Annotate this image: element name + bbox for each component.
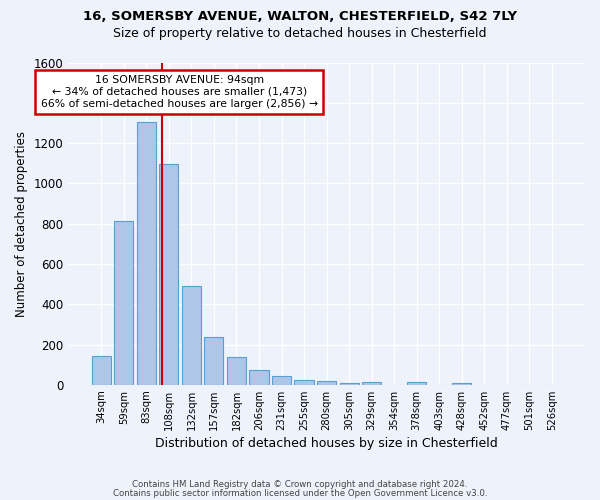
Bar <box>92 356 111 385</box>
Bar <box>227 356 246 385</box>
X-axis label: Distribution of detached houses by size in Chesterfield: Distribution of detached houses by size … <box>155 437 498 450</box>
Bar <box>250 370 269 385</box>
Bar <box>205 338 223 385</box>
Bar <box>272 376 291 385</box>
Bar <box>407 382 426 385</box>
Bar <box>340 383 359 385</box>
Bar <box>114 220 133 385</box>
Bar <box>137 122 156 385</box>
Text: 16, SOMERSBY AVENUE, WALTON, CHESTERFIELD, S42 7LY: 16, SOMERSBY AVENUE, WALTON, CHESTERFIEL… <box>83 10 517 23</box>
Text: Size of property relative to detached houses in Chesterfield: Size of property relative to detached ho… <box>113 28 487 40</box>
Bar <box>452 383 472 385</box>
Bar <box>159 164 178 385</box>
Text: Contains HM Land Registry data © Crown copyright and database right 2024.: Contains HM Land Registry data © Crown c… <box>132 480 468 489</box>
Bar <box>362 382 381 385</box>
Text: Contains public sector information licensed under the Open Government Licence v3: Contains public sector information licen… <box>113 488 487 498</box>
Bar <box>317 381 336 385</box>
Text: 16 SOMERSBY AVENUE: 94sqm
← 34% of detached houses are smaller (1,473)
66% of se: 16 SOMERSBY AVENUE: 94sqm ← 34% of detac… <box>41 76 318 108</box>
Bar <box>182 286 201 385</box>
Y-axis label: Number of detached properties: Number of detached properties <box>15 130 28 316</box>
Bar <box>295 380 314 385</box>
